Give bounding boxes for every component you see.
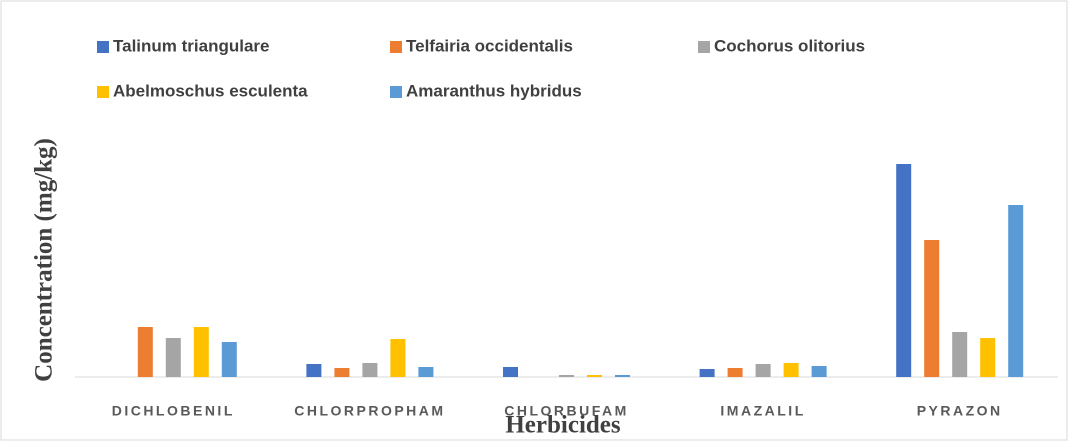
- legend-swatch: [390, 86, 402, 98]
- legend-label: Telfairia occidentalis: [406, 36, 573, 55]
- bar: [503, 367, 518, 377]
- bar: [755, 364, 771, 377]
- x-tick-label: DICHLOBENIL: [112, 403, 235, 419]
- x-tick-label: PYRAZON: [917, 403, 1003, 419]
- legend-label: Abelmoschus esculenta: [113, 81, 308, 100]
- bar: [811, 366, 827, 377]
- legend-swatch: [97, 41, 109, 53]
- x-axis-title: Herbicides: [505, 412, 621, 439]
- bar: [587, 375, 602, 377]
- bar: [362, 363, 378, 377]
- x-tick-label: CHLORBUFAM: [504, 403, 629, 419]
- legend-swatch: [97, 86, 109, 98]
- bar: [924, 240, 940, 377]
- bar: [1008, 205, 1024, 377]
- y-axis-title: Concentration (mg/kg): [31, 138, 58, 382]
- bar: [559, 375, 574, 377]
- bar: [306, 364, 322, 377]
- bar: [165, 338, 181, 377]
- x-tick-label: CHLORPROPHAM: [294, 403, 445, 419]
- x-tick-label: IMAZALIL: [720, 403, 805, 419]
- bar: [418, 367, 434, 377]
- bar: [783, 363, 799, 377]
- legend-label: Cochorus olitorius: [714, 36, 865, 55]
- bar: [221, 342, 237, 377]
- bar: [334, 368, 350, 377]
- bar: [896, 164, 912, 377]
- legend-label: Amaranthus hybridus: [406, 81, 582, 100]
- bar: [727, 368, 743, 377]
- bar: [137, 327, 153, 377]
- bar: [390, 339, 406, 377]
- bar: [615, 375, 630, 377]
- legend-swatch: [390, 41, 402, 53]
- bar: [193, 327, 209, 377]
- bar: [980, 338, 996, 377]
- bar: [699, 369, 715, 377]
- legend-label: Talinum triangulare: [113, 36, 270, 55]
- bar: [952, 332, 968, 377]
- legend-swatch: [698, 41, 710, 53]
